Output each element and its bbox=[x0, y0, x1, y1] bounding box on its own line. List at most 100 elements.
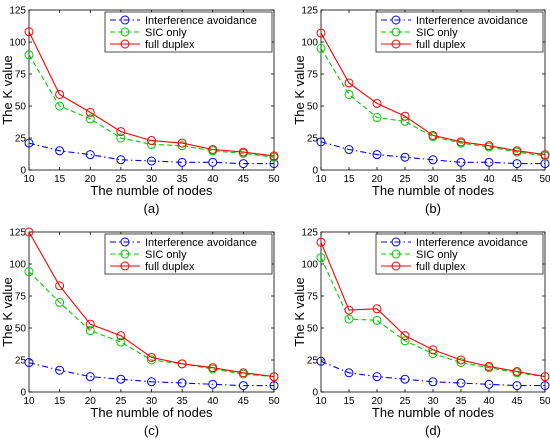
y-tick-label: 50 bbox=[307, 102, 319, 113]
data-point bbox=[85, 150, 95, 160]
legend-label: SIC only bbox=[145, 27, 187, 39]
data-point bbox=[428, 130, 438, 140]
y-axis-label: The K value bbox=[292, 277, 307, 346]
series-line bbox=[320, 241, 546, 378]
legend-marker bbox=[391, 261, 401, 271]
data-point bbox=[512, 146, 522, 156]
data-point bbox=[177, 378, 187, 388]
chart-panel-4: 10 15 20 25 30 35 40 45 50 0 25 50 75 100 125 Interfere… bbox=[292, 228, 550, 439]
data-point bbox=[55, 365, 65, 375]
legend-box bbox=[375, 11, 544, 53]
legend-label: full duplex bbox=[145, 261, 195, 273]
y-tick-label: 0 bbox=[20, 388, 26, 399]
x-tick-label: 10 bbox=[315, 174, 327, 185]
data-point bbox=[540, 372, 550, 382]
data-point bbox=[238, 381, 248, 391]
y-tick-label: 125 bbox=[301, 228, 318, 239]
legend-marker bbox=[120, 39, 130, 49]
series-line bbox=[28, 31, 275, 157]
panel-caption: (c) bbox=[144, 423, 159, 438]
data-point bbox=[344, 89, 354, 99]
series-line bbox=[28, 362, 274, 387]
data-point bbox=[372, 372, 382, 382]
series-line bbox=[320, 48, 546, 157]
data-point bbox=[238, 368, 248, 378]
data-point bbox=[116, 331, 126, 341]
x-tick-label: 40 bbox=[207, 396, 219, 407]
y-tick-label: 75 bbox=[307, 292, 319, 303]
x-tick-label: 45 bbox=[238, 396, 250, 407]
x-tick-label: 45 bbox=[511, 174, 523, 185]
data-point bbox=[316, 43, 326, 53]
data-point bbox=[208, 363, 218, 373]
data-point bbox=[372, 98, 382, 108]
data-point bbox=[484, 141, 494, 151]
data-point bbox=[24, 138, 34, 148]
y-tick-label: 125 bbox=[9, 6, 26, 17]
y-tick-label: 25 bbox=[15, 356, 27, 367]
data-point bbox=[344, 305, 354, 315]
y-axis-label: The K value bbox=[292, 55, 307, 124]
data-point bbox=[85, 114, 95, 124]
y-tick-label: 25 bbox=[15, 134, 27, 145]
data-point bbox=[540, 381, 550, 391]
y-tick-label: 50 bbox=[307, 324, 319, 335]
data-point bbox=[484, 361, 494, 371]
data-point bbox=[344, 368, 354, 378]
y-tick-label: 75 bbox=[307, 70, 319, 81]
data-point bbox=[400, 331, 410, 341]
y-tick-label: 50 bbox=[15, 102, 27, 113]
data-point bbox=[269, 372, 279, 382]
data-point bbox=[540, 150, 550, 160]
data-point bbox=[177, 138, 187, 148]
data-point bbox=[344, 145, 354, 155]
x-tick-label: 35 bbox=[455, 174, 467, 185]
data-point bbox=[484, 157, 494, 167]
data-point bbox=[24, 267, 34, 277]
series-line bbox=[28, 231, 275, 378]
data-point bbox=[55, 297, 65, 307]
y-tick-label: 0 bbox=[20, 166, 26, 177]
x-tick-label: 20 bbox=[85, 396, 97, 407]
x-tick-label: 25 bbox=[115, 174, 127, 185]
legend-marker bbox=[120, 15, 130, 25]
data-point bbox=[238, 159, 248, 169]
x-tick-label: 50 bbox=[539, 396, 550, 407]
x-axis-label: The numble of nodes bbox=[90, 405, 213, 420]
x-tick-label: 10 bbox=[23, 396, 35, 407]
legend-marker bbox=[120, 249, 130, 259]
series-line bbox=[320, 360, 545, 387]
data-point bbox=[316, 137, 326, 147]
data-point bbox=[116, 127, 126, 137]
x-tick-label: 15 bbox=[343, 396, 355, 407]
data-point bbox=[177, 141, 187, 151]
data-point bbox=[147, 355, 156, 365]
data-point bbox=[484, 379, 494, 389]
legend-label: SIC only bbox=[416, 27, 458, 39]
data-point bbox=[147, 156, 156, 166]
series-line bbox=[28, 142, 274, 165]
y-tick-label: 125 bbox=[301, 6, 318, 17]
data-point bbox=[400, 374, 410, 384]
data-point bbox=[177, 157, 187, 167]
y-tick-label: 25 bbox=[307, 356, 319, 367]
y-tick-label: 0 bbox=[312, 166, 318, 177]
y-tick-label: 50 bbox=[15, 324, 27, 335]
x-tick-label: 15 bbox=[54, 174, 66, 185]
data-point bbox=[372, 315, 382, 325]
legend-label: SIC only bbox=[416, 249, 458, 261]
x-axis-label: The numble of nodes bbox=[372, 183, 495, 198]
legend-label: Interference avoidance bbox=[145, 15, 257, 27]
data-point bbox=[428, 155, 438, 165]
series-line bbox=[320, 141, 545, 165]
legend-marker bbox=[120, 261, 130, 271]
legend-marker bbox=[391, 39, 401, 49]
data-point bbox=[55, 146, 65, 156]
data-point bbox=[456, 378, 466, 388]
data-point bbox=[55, 281, 65, 291]
data-point bbox=[55, 101, 65, 111]
x-tick-label: 35 bbox=[177, 174, 189, 185]
